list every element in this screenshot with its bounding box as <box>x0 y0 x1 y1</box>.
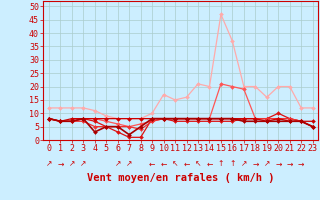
Text: ←: ← <box>206 159 213 168</box>
Text: ↗: ↗ <box>46 159 52 168</box>
Text: ↖: ↖ <box>172 159 178 168</box>
Text: ↗: ↗ <box>126 159 132 168</box>
X-axis label: Vent moyen/en rafales ( km/h ): Vent moyen/en rafales ( km/h ) <box>87 173 275 183</box>
Text: →: → <box>275 159 282 168</box>
Text: →: → <box>286 159 293 168</box>
Text: ↑: ↑ <box>218 159 224 168</box>
Text: ↗: ↗ <box>69 159 75 168</box>
Text: ←: ← <box>160 159 167 168</box>
Text: ↗: ↗ <box>264 159 270 168</box>
Text: ←: ← <box>149 159 155 168</box>
Text: →: → <box>252 159 259 168</box>
Text: ↗: ↗ <box>115 159 121 168</box>
Text: ↑: ↑ <box>229 159 236 168</box>
Text: ↖: ↖ <box>195 159 201 168</box>
Text: ←: ← <box>183 159 190 168</box>
Text: →: → <box>298 159 304 168</box>
Text: ↗: ↗ <box>80 159 86 168</box>
Text: ↗: ↗ <box>241 159 247 168</box>
Text: →: → <box>57 159 64 168</box>
